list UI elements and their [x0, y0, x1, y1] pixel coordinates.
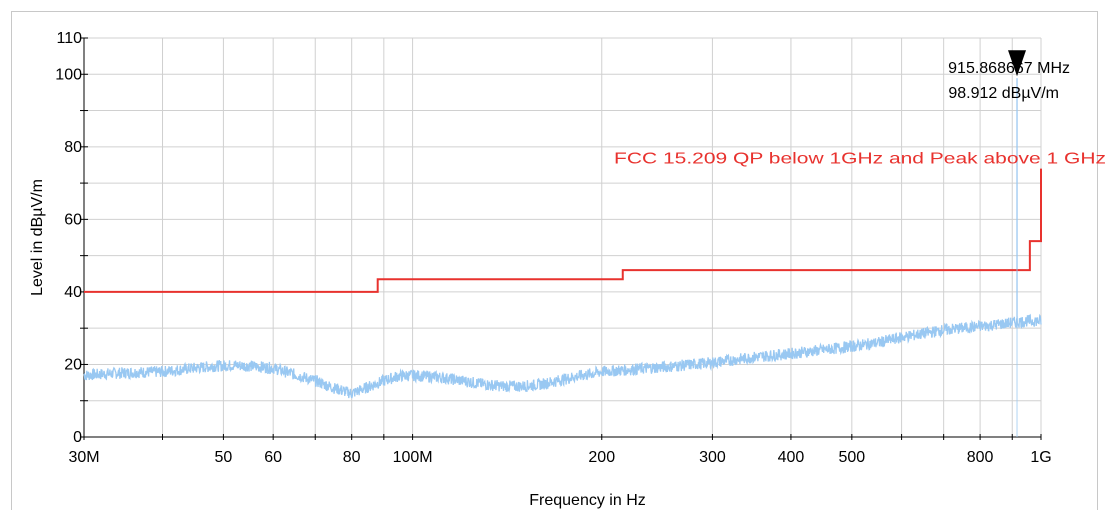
y-tick-label: 0: [73, 429, 82, 446]
y-tick-label: 40: [64, 284, 82, 301]
y-tick-label: 20: [64, 356, 82, 373]
x-tick-label: 50: [215, 449, 233, 466]
marker-level-label: 98.912 dBµV/m: [948, 85, 1059, 102]
x-tick-label: 30M: [68, 449, 99, 466]
annotations: 915.868667 MHz 98.912 dBµV/m FCC 15.209 …: [614, 50, 1106, 437]
x-tick-label: 800: [967, 449, 994, 466]
x-tick-label: 100M: [393, 449, 433, 466]
x-tick-label: 500: [838, 449, 865, 466]
limit-line-label: FCC 15.209 QP below 1GHz and Peak above …: [614, 151, 1106, 168]
x-axis-title: Frequency in Hz: [529, 492, 646, 509]
x-tick-label: 300: [699, 449, 726, 466]
chart-frame: [11, 11, 1098, 510]
measurement-trace: [83, 313, 1042, 399]
x-tick-label: 400: [778, 449, 805, 466]
y-tick-label: 60: [64, 211, 82, 228]
y-axis-title: Level in dBµV/m: [29, 179, 46, 296]
y-tick-label: 80: [64, 139, 82, 156]
y-tick-label: 100: [55, 66, 82, 83]
x-tick-label: 60: [264, 449, 282, 466]
axes: [80, 37, 1042, 440]
x-tick-label: 80: [343, 449, 361, 466]
limit-line: [84, 168, 1042, 293]
y-tick-labels: 0 20 40 60 80 100 110: [55, 30, 82, 446]
series-group: [83, 78, 1042, 399]
y-tick-label: 110: [56, 30, 82, 47]
marker-frequency-label: 915.868667 MHz: [948, 60, 1070, 77]
x-tick-label: 1G: [1030, 449, 1051, 466]
x-tick-labels: 30M 50 60 80 100M 200 300 400 500 800 1G: [68, 449, 1051, 466]
x-tick-label: 200: [588, 449, 615, 466]
marker-triangle-icon: [1008, 50, 1027, 77]
